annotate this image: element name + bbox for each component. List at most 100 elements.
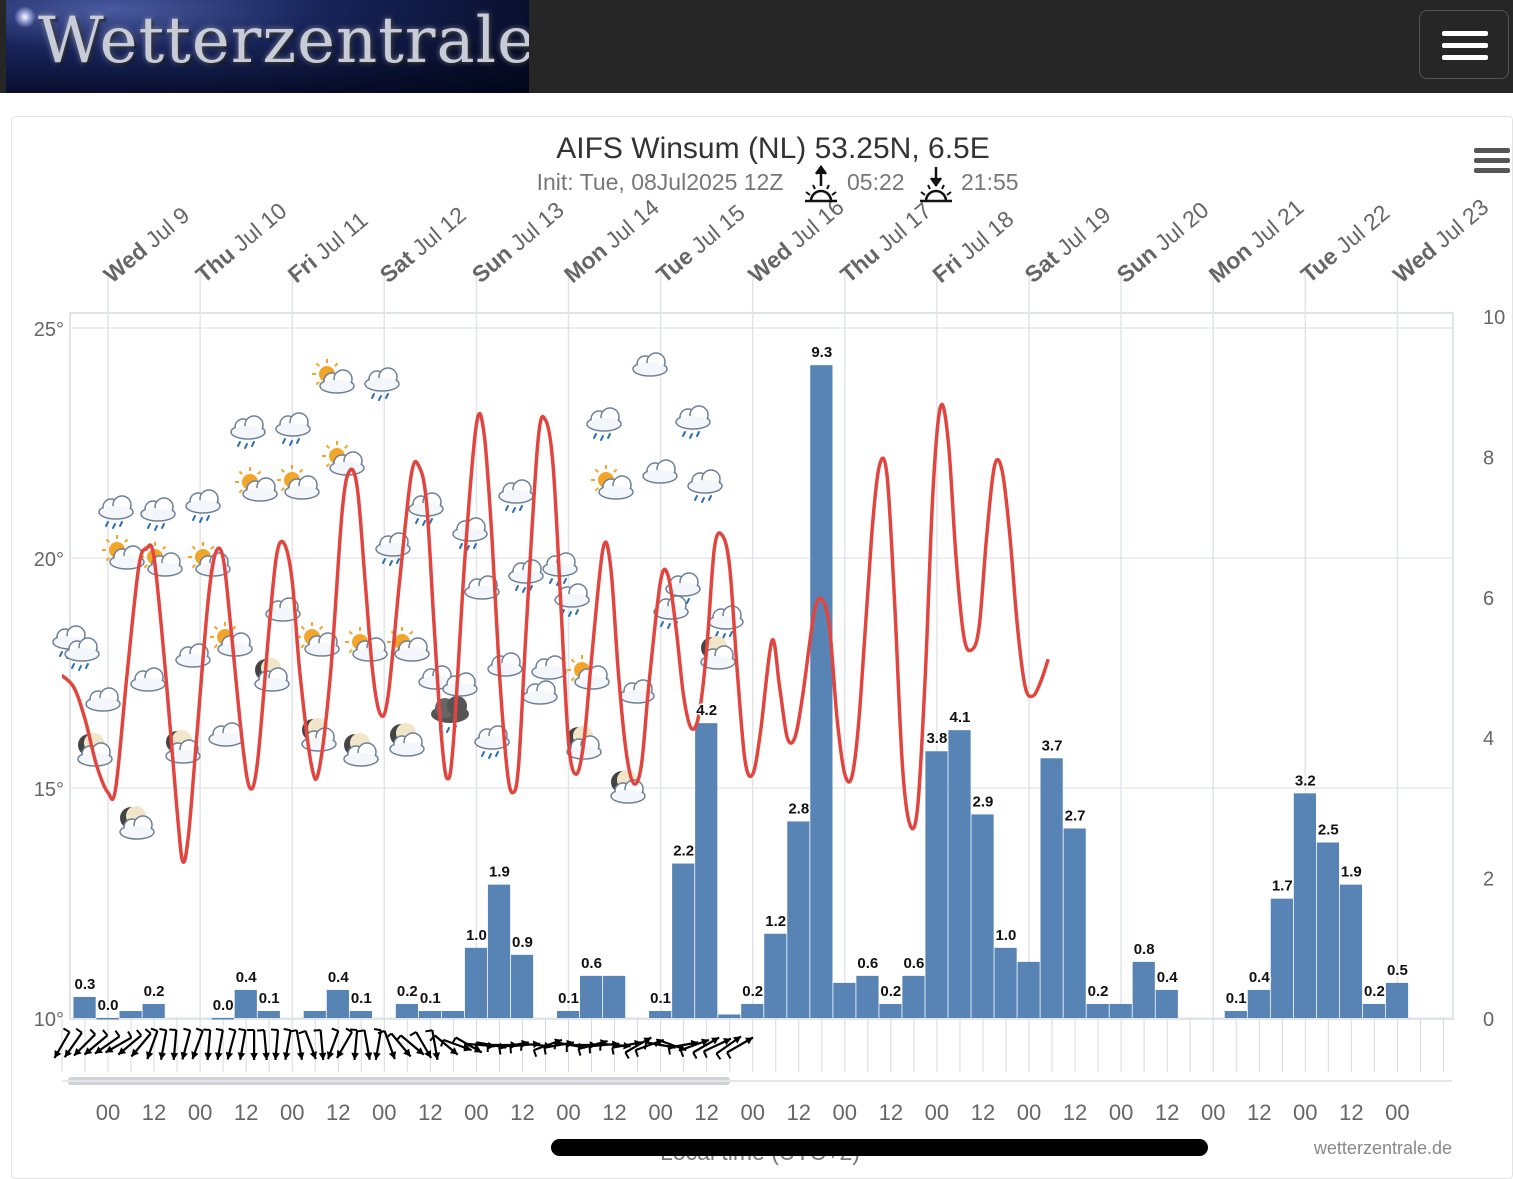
wind-arrow-icon [326, 1027, 340, 1060]
wind-arrow-icon [313, 1029, 327, 1061]
hamburger-icon [1442, 31, 1488, 36]
rain-cloud-icon [653, 595, 689, 629]
precipitation-bar [833, 982, 856, 1018]
precipitation-value-label: 0.0 [98, 997, 119, 1014]
night-cloud-icon [389, 723, 425, 757]
precipitation-bar [672, 863, 695, 1018]
hamburger-icon-line [1474, 158, 1510, 163]
precipitation-bar [1063, 828, 1086, 1018]
x-tick-label: 12 [787, 1100, 811, 1125]
cloud-icon [208, 722, 244, 747]
wind-arrow-icon [395, 1034, 425, 1056]
day-label: Thu Jul 17 [835, 197, 936, 288]
day-label: Sun Jul 20 [1112, 196, 1214, 287]
x-tick-label: 00 [833, 1100, 857, 1125]
x-tick-label: 00 [648, 1100, 672, 1125]
precipitation-value-label: 2.5 [1318, 822, 1339, 839]
day-label: Mon Jul 14 [559, 194, 664, 288]
precipitation-value-label: 2.2 [673, 843, 694, 860]
day-label: Mon Jul 21 [1204, 194, 1309, 288]
precipitation-bar [556, 1010, 580, 1018]
x-tick-label: 00 [188, 1100, 212, 1125]
wind-arrow-icon [289, 1029, 305, 1060]
precipitation-bar [925, 751, 948, 1018]
y-right-tick-label: 8 [1483, 447, 1494, 469]
wind-arrow-icon [373, 1028, 383, 1060]
grid-lines [61, 272, 1454, 1072]
precipitation-bar [303, 1010, 326, 1018]
navigator-scrollbar[interactable] [62, 1077, 1452, 1085]
wind-arrow-icon [191, 1027, 204, 1060]
x-tick-label: 00 [740, 1100, 764, 1125]
precipitation-value-label: 0.3 [75, 976, 96, 993]
wind-arrow-icon [73, 1028, 96, 1057]
precipitation-value-label: 2.7 [1065, 807, 1086, 824]
wind-arrow-icon [117, 1029, 143, 1056]
plot-border [69, 312, 1454, 1020]
main-menu-button[interactable] [1419, 10, 1509, 79]
night-cloud-icon [165, 730, 201, 764]
home-indicator [551, 1139, 1208, 1156]
precipitation-value-label: 0.1 [420, 990, 441, 1007]
site-logo[interactable]: Wetterzentrale [6, 0, 529, 93]
precipitation-bar [326, 989, 349, 1018]
precipitation-value-label: 0.4 [1157, 969, 1179, 986]
wind-arrow-icon [679, 1038, 710, 1058]
x-tick-label: 12 [326, 1100, 350, 1125]
sunrise-icon [805, 164, 837, 203]
weather-icons [52, 352, 744, 840]
precipitation-value-label: 0.4 [1249, 969, 1271, 986]
precipitation-value-label: 0.2 [742, 983, 763, 1000]
wind-arrow-icon [624, 1036, 652, 1060]
y-left-tick-label: 10° [34, 1009, 64, 1031]
precipitation-value-label: 0.6 [903, 955, 924, 972]
x-tick-label: 12 [1339, 1100, 1363, 1125]
day-label: Tue Jul 15 [651, 199, 750, 288]
wind-arrow-icon [180, 1027, 192, 1060]
wind-arrow-icon [237, 1028, 247, 1060]
x-tick-label: 00 [96, 1100, 120, 1125]
rain-cloud-icon [230, 415, 266, 449]
partly-sunny-icon [210, 622, 253, 657]
credit-link[interactable]: wetterzentrale.de [1313, 1138, 1452, 1158]
wind-barbs [53, 1027, 754, 1061]
wind-arrow-icon [577, 1039, 608, 1056]
precipitation-bar [418, 1010, 442, 1018]
precipitation-value-label: 1.9 [489, 864, 510, 881]
wind-arrow-icon [104, 1030, 133, 1054]
precipitation-bar [349, 1010, 372, 1018]
precipitation-value-label: 0.2 [144, 983, 165, 1000]
x-tick-label: 00 [372, 1100, 396, 1125]
x-tick-label: 12 [694, 1100, 718, 1125]
precipitation-bar [464, 947, 488, 1018]
rain-cloud-icon [140, 497, 176, 531]
wind-arrow-icon [350, 1028, 359, 1061]
wind-arrow-icon [158, 1028, 168, 1060]
precipitation-value-label: 0.1 [650, 990, 671, 1007]
chart-subtitle-init: Init: Tue, 08Jul2025 12Z [537, 169, 784, 195]
y-left-tick-label: 15° [34, 779, 64, 801]
rain-cloud-icon [364, 367, 400, 401]
y-right-tick-label: 2 [1483, 869, 1494, 891]
wind-arrow-icon [130, 1028, 152, 1058]
chart-menu-button[interactable] [1474, 148, 1510, 173]
day-label: Sat Jul 12 [375, 201, 471, 287]
wind-arrow-icon [726, 1036, 754, 1060]
x-tick-label: 00 [556, 1100, 580, 1125]
logo-text: Wetterzentrale [38, 4, 529, 78]
wind-arrow-icon [715, 1035, 742, 1060]
hamburger-icon-line [1442, 43, 1488, 48]
precipitation-bar [603, 975, 626, 1018]
x-tick-label: 12 [234, 1100, 258, 1125]
precipitation-bar [1086, 1003, 1109, 1018]
wind-arrow-icon [203, 1028, 213, 1061]
day-label: Fri Jul 18 [927, 205, 1018, 287]
y-left-tick-label: 25° [34, 319, 64, 341]
partly-sunny-icon [322, 441, 365, 476]
precipitation-bar [1339, 884, 1363, 1018]
precipitation-value-label: 4.1 [949, 709, 970, 726]
precipitation-bar [810, 365, 833, 1018]
wind-arrow-icon [146, 1027, 159, 1060]
wind-arrow-icon [215, 1028, 224, 1060]
